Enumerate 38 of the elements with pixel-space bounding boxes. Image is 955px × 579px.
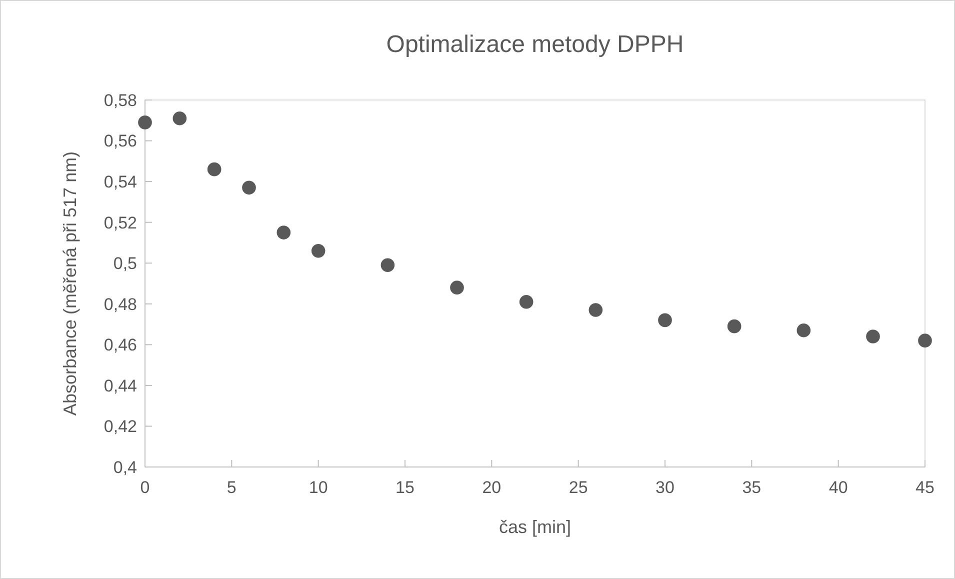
y-tick-label: 0,4 (113, 458, 137, 477)
x-tick-label: 5 (226, 478, 236, 497)
point (727, 319, 742, 334)
x-tick-label: 20 (482, 478, 502, 497)
y-tick-label: 0,44 (104, 376, 137, 396)
point (276, 226, 291, 240)
point (380, 258, 395, 272)
point (311, 244, 326, 258)
point (172, 111, 187, 126)
x-axis-title: čas [min] (498, 517, 572, 537)
x-tick-label: 35 (742, 478, 762, 497)
x-tick-label: 0 (140, 478, 150, 497)
y-tick-label: 0,56 (104, 132, 137, 151)
y-tick-label: 0,48 (104, 294, 137, 314)
y-tick-label: 0,54 (104, 172, 137, 192)
y-tick-label: 0,46 (104, 336, 137, 355)
x-tick-label: 25 (568, 478, 588, 497)
point (450, 280, 464, 294)
x-tick-label: 15 (396, 478, 414, 497)
point (918, 334, 932, 348)
point (658, 313, 672, 328)
point (519, 294, 534, 309)
x-tick-label: 30 (656, 478, 674, 497)
point (588, 303, 603, 317)
chart-title: Optimalizace metody DPPH (386, 31, 684, 58)
y-axis-title: Absorbance (měřená při 517 nm) (60, 151, 80, 416)
point (242, 180, 256, 195)
x-tick-label: 45 (916, 478, 934, 497)
point (138, 116, 152, 130)
y-tick-label: 0,42 (104, 417, 137, 436)
y-tick-label: 0,58 (104, 90, 137, 110)
x-tick-label: 40 (828, 478, 848, 497)
x-tick-label: 10 (308, 478, 328, 497)
point (207, 162, 222, 176)
point (796, 324, 811, 338)
point (866, 330, 880, 344)
y-tick-label: 0,52 (104, 213, 137, 232)
y-tick-label: 0,5 (113, 254, 137, 274)
